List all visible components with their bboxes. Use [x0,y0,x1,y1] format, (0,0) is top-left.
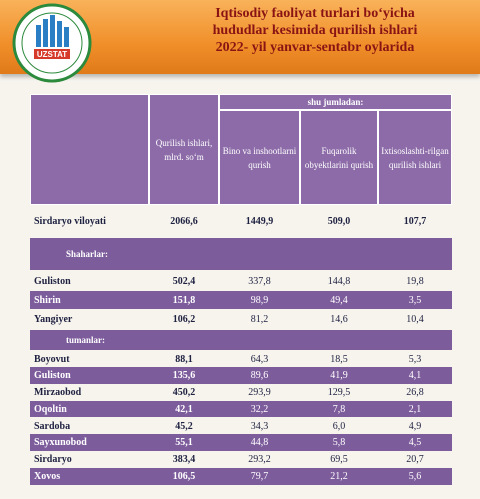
title: Iqtisodiy faoliyat turlari bo‘yicha hudu… [150,5,480,56]
row-value: 2066,6 [170,215,198,227]
row-value: 4,9 [408,420,422,432]
row-value: 88,1 [175,353,193,365]
column-header: Fuqarolik obyektlarini qurish [300,110,378,205]
column-header: Qurilish ishlari, mlrd. so‘m [149,94,219,205]
row-value: 3,5 [378,291,452,309]
row-value: 32,2 [219,401,300,417]
row-value: 1449,9 [245,215,274,227]
row-value: 6,0 [332,420,346,432]
title-line: 2022- yil yanvar-sentabr oylarida [215,40,415,55]
row-value: 98,9 [219,291,300,309]
row-value: 4,5 [378,434,452,451]
row-value: 135,6 [149,367,219,384]
row-value: 4,1 [378,367,452,384]
column-header: Ixtisoslashti-rilgan qurilish ishlari [378,110,452,205]
row-value: 502,4 [172,276,196,287]
row-label: Yangiyer [34,314,73,325]
row-label: Sayxunobod [30,434,149,451]
row-value: 20,7 [406,453,424,465]
row-value: 41,9 [300,367,378,384]
row-label: Guliston [30,367,149,384]
row-value: 10,4 [406,314,424,325]
row-label: Boyovut [34,353,70,365]
row-value: 89,6 [219,367,300,384]
logo-text: UZSTAT [37,50,67,59]
group-header: shu jumladan: [219,94,452,110]
row-label: Guliston [34,276,71,287]
section-row: Shaharlar: [30,238,452,270]
row-value: 337,8 [248,276,271,287]
row-value: 49,4 [300,291,378,309]
row-value: 44,8 [219,434,300,451]
header-cell [30,94,149,205]
row-value: 7,8 [300,401,378,417]
table: Qurilish ishlari, mlrd. so‘m shu jumladan… [30,94,452,486]
row-value: 107,7 [403,215,427,227]
row-value: 19,8 [406,276,424,287]
row-value: 79,7 [219,468,300,485]
row-value: 45,2 [175,420,193,432]
row-value: 129,5 [327,387,351,398]
row-value: 509,0 [327,215,351,227]
title-line: hududlar kesimida qurilish ishlari [212,23,418,38]
row-value: 106,5 [149,468,219,485]
row-label: Sirdaryo [34,453,72,465]
row-value: 26,8 [406,387,424,398]
row-value: 64,3 [250,353,269,365]
row-label: Oqoltin [30,401,149,417]
row-value: 5,3 [408,353,422,365]
row-label: Sirdaryo viloyati [34,215,106,227]
row-value: 106,2 [172,314,196,325]
row-value: 2,1 [378,401,452,417]
row-value: 450,2 [172,387,196,398]
row-value: 5,8 [300,434,378,451]
row-value: 293,9 [248,387,271,398]
row-value: 383,4 [172,453,196,465]
row-value: 81,2 [250,314,269,325]
row-label: Mirzaobod [34,387,82,398]
logo: UZSTAT [12,3,92,83]
row-value: 69,5 [330,453,348,465]
row-value: 34,3 [250,420,269,432]
title-line: Iqtisodiy faoliyat turlari bo‘yicha [215,6,415,21]
row-value: 5,6 [378,468,452,485]
row-value: 42,1 [149,401,219,417]
row-value: 55,1 [149,434,219,451]
row-value: 21,2 [300,468,378,485]
row-value: 151,8 [149,291,219,309]
row-label: Sardoba [34,420,71,432]
row-value: 18,5 [330,353,348,365]
section-row: tumanlar: [30,330,452,350]
column-header: Bino va inshootlarni qurish [219,110,300,205]
row-value: 293,2 [248,453,271,465]
row-label: Xovos [30,468,149,485]
row-value: 14,6 [330,314,348,325]
row-value: 144,8 [327,276,351,287]
row-label: Shirin [30,291,149,309]
